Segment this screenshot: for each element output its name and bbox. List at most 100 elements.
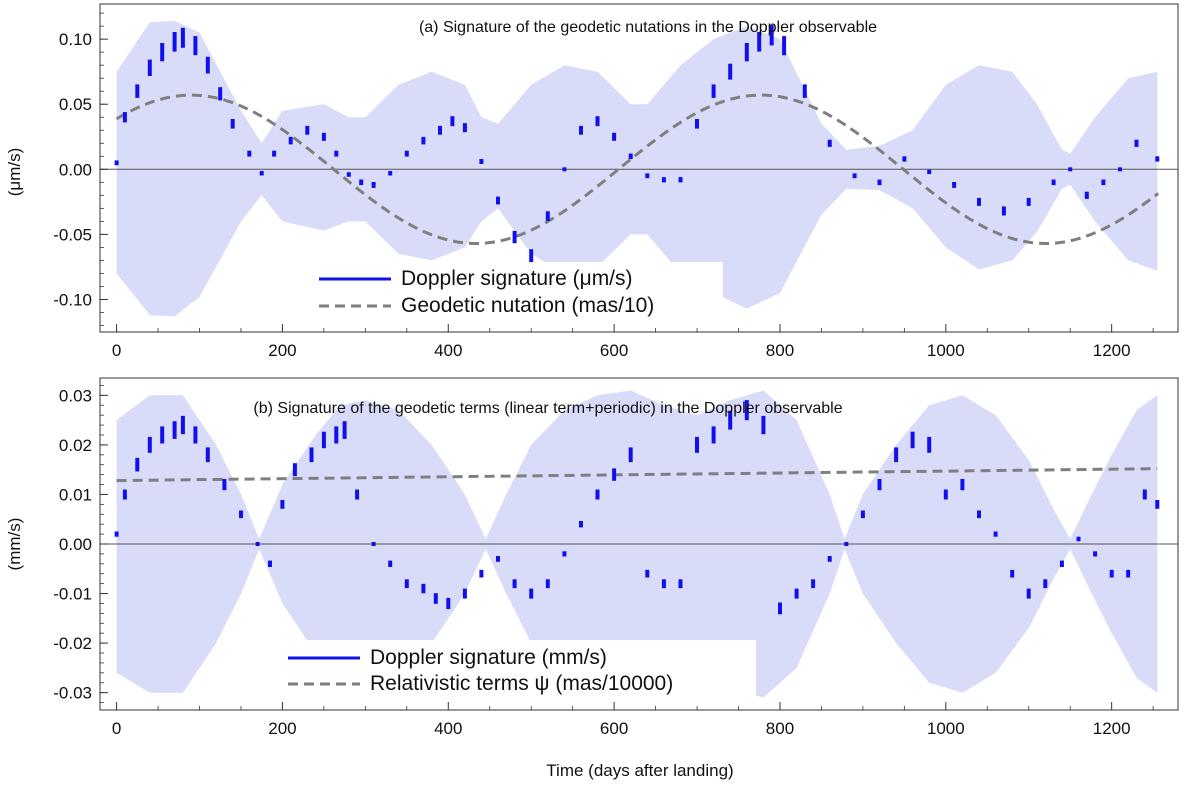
panel-b-x-tick-label: 600 — [600, 719, 628, 738]
panel-a-signal-point — [305, 125, 310, 135]
panel-a-envelope — [116, 20, 1158, 317]
panel-b-y-ticks: -0.03 -0.02 -0.01 0.00 0.01 0.02 0.03 — [53, 385, 108, 703]
panel-b-y-tick-label: 0.00 — [59, 535, 92, 554]
panel-b-signal-point — [977, 510, 981, 519]
panel-b-signal-point — [496, 556, 500, 562]
panel-b-signal-point — [1043, 579, 1048, 589]
panel-b-signal-point — [595, 489, 600, 500]
panel-b-signal-point — [695, 436, 699, 453]
panel-b-x-ticks: 0 200 400 600 800 1000 1200 — [112, 702, 1154, 738]
panel-b-signal-point — [255, 542, 260, 546]
panel-b-signal-point — [579, 521, 583, 528]
panel-a-signal-point — [122, 112, 127, 123]
panel-b-signal-point — [172, 421, 177, 439]
panel-b-signal-point — [628, 447, 633, 463]
panel-a-signal-point — [902, 156, 907, 162]
panel-b-signal-point — [529, 588, 534, 599]
panel-a-signal-point — [1134, 139, 1139, 147]
panel-a-signal-point — [496, 196, 500, 205]
panel-a-x-tick-label: 1000 — [927, 341, 965, 360]
panel-a-legend-label-dashed: Geodetic nutation (mas/10) — [401, 294, 654, 317]
panel-a-signal-series — [114, 25, 1160, 264]
panel-b-signal-point — [827, 556, 832, 562]
panel-b-signal-point — [433, 593, 438, 604]
panel-b-signal-point — [728, 410, 733, 430]
panel-a-signal-point — [661, 177, 666, 183]
panel-a-plot-frame — [99, 3, 1179, 333]
panel-a-signal-point — [579, 125, 583, 135]
panel-b-signal-point — [1026, 588, 1031, 599]
panel-b-signal-point — [1126, 569, 1131, 578]
panel-a-signal-point — [827, 139, 832, 147]
panel-b-signal-point — [1076, 536, 1081, 542]
panel-b-signal-point — [778, 602, 782, 615]
panel-b-signal-point — [268, 560, 272, 567]
panel-b-signal-point — [342, 421, 347, 439]
panel-a-signal-point — [529, 249, 534, 264]
panel-b-signal-point — [1010, 569, 1015, 578]
panel-b-signal-point — [1155, 500, 1160, 509]
panel-b-signal-point — [711, 426, 716, 444]
panel-a-signal-point — [628, 153, 633, 160]
panel-a-signal-point — [562, 167, 567, 172]
panel-a-signal-point — [450, 116, 455, 127]
panel-b-signal-point — [562, 551, 567, 557]
panel-a-signal-point — [321, 132, 326, 141]
panel-a-signal-point — [728, 63, 733, 80]
panel-a-signal-point — [334, 150, 339, 157]
panel-a-x-ticks: 0 200 400 600 800 1000 1200 — [112, 324, 1154, 360]
panel-a-signal-point — [218, 87, 223, 101]
panel-b-y-tick-label: 0.03 — [59, 386, 92, 405]
panel-a-signal-point — [877, 179, 882, 186]
panel-a-signal-point — [645, 173, 650, 179]
panel-a-signal-point — [1026, 197, 1031, 206]
panel-b-signal-point — [645, 569, 650, 578]
panel-a-legend: Doppler signature (μm/s) Geodetic nutati… — [305, 262, 723, 322]
panel-a-signal-point — [595, 116, 600, 127]
panel-a-signal-point — [744, 43, 749, 62]
panel-a-signal-point — [259, 171, 264, 176]
panel-a-signal-point — [346, 172, 351, 177]
panel-b-signal-point — [462, 588, 467, 599]
panel-a-signal-point — [438, 125, 442, 135]
panel-a-signal-point — [612, 132, 617, 141]
panel-a-signal-point — [180, 27, 185, 48]
panel-b-signal-point — [421, 583, 426, 594]
panel-b-signal-point — [280, 500, 285, 509]
panel-b-signal-point — [1093, 551, 1098, 557]
panel-b-x-tick-label: 200 — [268, 719, 296, 738]
panel-a-y-label: (μm/s) — [5, 148, 24, 197]
panel-b-signal-point — [1109, 569, 1114, 578]
panel-a-signal-point — [852, 173, 857, 179]
panel-a-signal-point — [1118, 167, 1122, 172]
panel-b-x-tick-label: 1000 — [927, 719, 965, 738]
panel-b-signal-point — [222, 479, 227, 491]
panel-a-x-tick-label: 400 — [434, 341, 462, 360]
panel-b-signal-point — [661, 579, 666, 589]
panel-b-y-tick-label: 0.01 — [59, 485, 92, 504]
panel-a-y-ticks: -0.10 -0.05 0.00 0.05 0.10 — [53, 12, 108, 326]
panel-b-signal-point — [334, 426, 339, 444]
panel-a-signal-point — [757, 32, 762, 52]
panel-a-signal-point — [272, 150, 277, 157]
panel-b-signal-point — [844, 542, 849, 546]
panel-b-signal-point — [371, 542, 376, 546]
panel-b-x-tick-label: 0 — [112, 719, 121, 738]
panel-b-dashed-line — [116, 467, 1158, 483]
panel-a-signal-point — [695, 119, 699, 129]
panel-a-y-tick-label: -0.10 — [53, 290, 92, 309]
panel-a-signal-point — [1084, 191, 1089, 199]
panel-a-signal-point — [147, 59, 152, 76]
panel-b-signal-point — [135, 457, 140, 472]
panel-b-signal-point — [309, 447, 314, 463]
panel-a-signal-point — [1068, 167, 1073, 172]
panel-a-y-tick-label: -0.05 — [53, 225, 92, 244]
panel-a-signal-point — [678, 177, 683, 183]
panel-b-signal-point — [1142, 489, 1147, 500]
panel-a-signal-point — [359, 179, 364, 186]
panel-b-signal-point — [1059, 560, 1064, 567]
panel-b-signal-point — [193, 426, 198, 444]
panel-b-signal-point — [292, 463, 297, 477]
panel-b-signal-point — [321, 431, 326, 449]
